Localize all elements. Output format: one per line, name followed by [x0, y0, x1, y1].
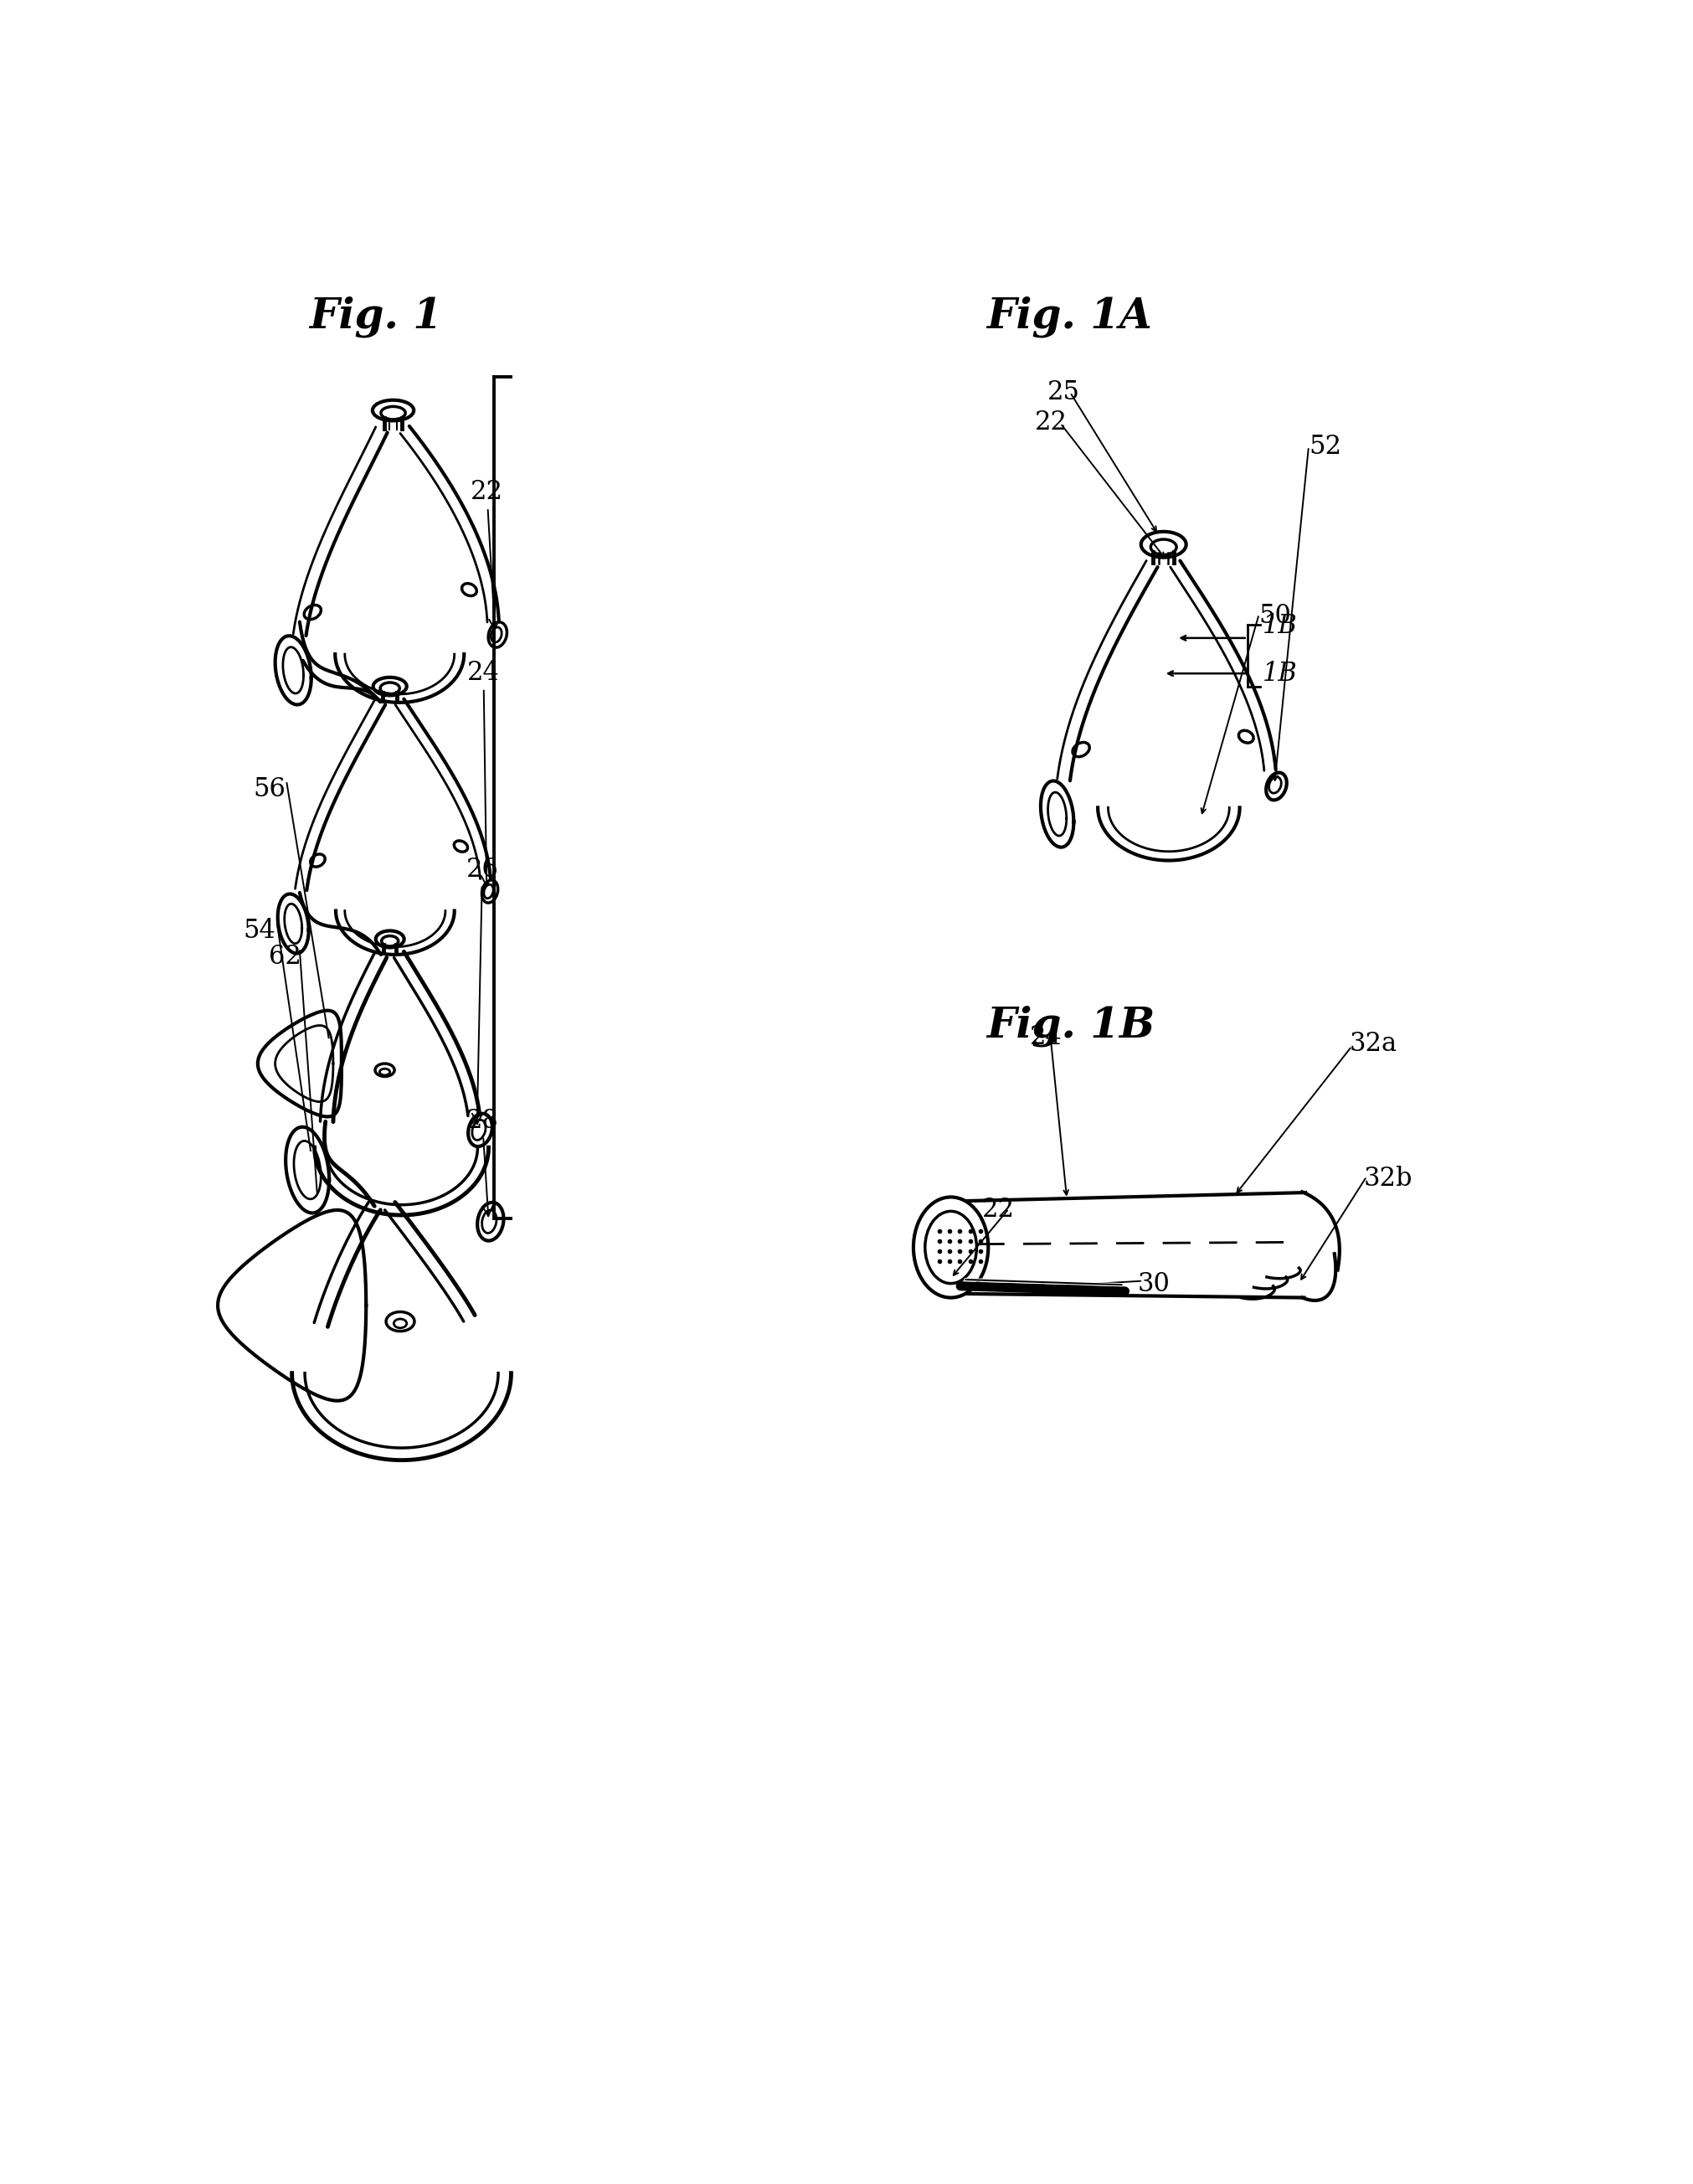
Text: 28: 28 [466, 1107, 498, 1216]
Text: 22: 22 [1034, 411, 1067, 435]
Text: 32a: 32a [1349, 1031, 1397, 1057]
Text: 30: 30 [1138, 1271, 1170, 1297]
Text: 32b: 32b [1363, 1166, 1412, 1192]
Text: Fig. 1A: Fig. 1A [987, 297, 1151, 339]
Text: Fig. 1: Fig. 1 [310, 297, 442, 339]
Text: 1B: 1B [1263, 662, 1299, 688]
Text: 24: 24 [467, 660, 499, 887]
Text: 56: 56 [254, 775, 286, 802]
Text: 25: 25 [1048, 380, 1080, 406]
Text: 22: 22 [982, 1197, 1014, 1223]
Text: 26: 26 [466, 856, 498, 1125]
Text: 54: 54 [242, 917, 276, 943]
Text: 22: 22 [471, 478, 503, 629]
Text: 24: 24 [1029, 1024, 1063, 1051]
Text: 52: 52 [1309, 435, 1341, 461]
Text: Fig. 1B: Fig. 1B [987, 1005, 1155, 1046]
Text: 62: 62 [269, 943, 301, 970]
Text: 50: 50 [1260, 603, 1292, 629]
Text: 1B: 1B [1263, 614, 1299, 638]
